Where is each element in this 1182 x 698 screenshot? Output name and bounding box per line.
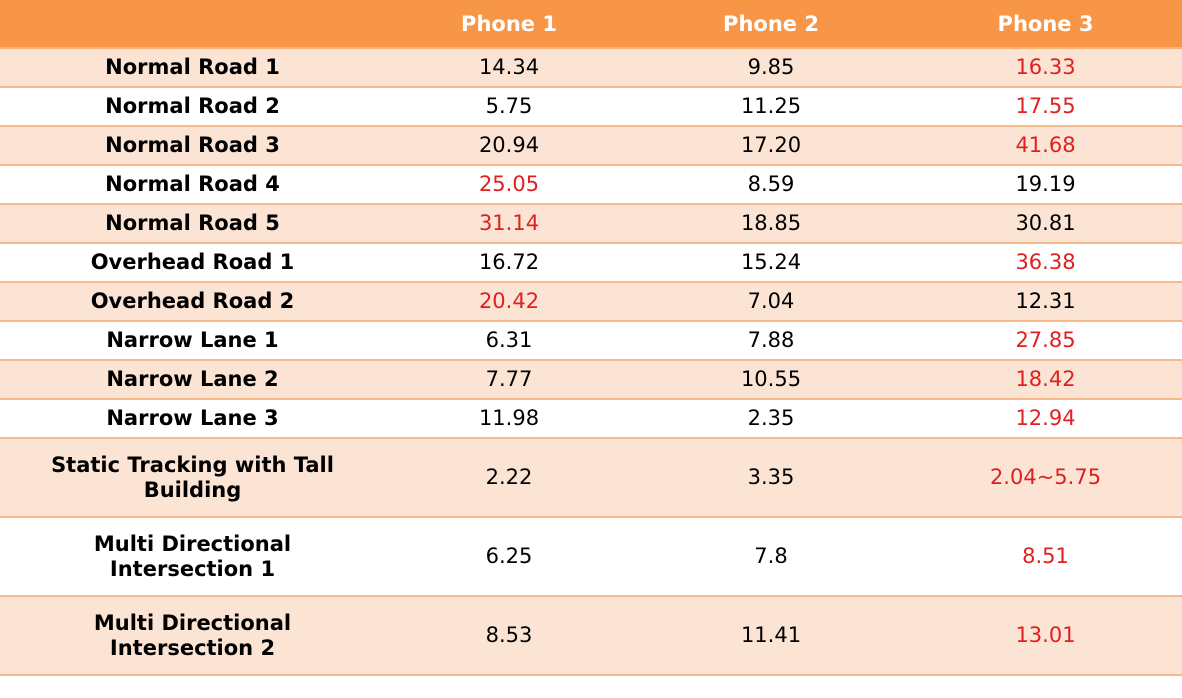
- table-body: Normal Road 1 14.34 9.85 16.33 Normal Road 2…: [0, 47, 1182, 676]
- header-cell-phone-1: Phone 1: [385, 0, 633, 49]
- table-row: Overhead Road 2 20.42 7.04 12.31: [0, 281, 1182, 322]
- row-label: Multi Directional Intersection 1: [0, 516, 385, 597]
- value-cell-phone-3: 16.33: [909, 47, 1182, 88]
- value-cell-phone-1: 11.98: [385, 398, 633, 439]
- value-cell-phone-1: 16.72: [385, 242, 633, 283]
- value-cell-phone-1: 20.42: [385, 281, 633, 322]
- value-cell-phone-3: 12.94: [909, 398, 1182, 439]
- header-cell-phone-2: Phone 2: [633, 0, 909, 49]
- value-cell-phone-2: 10.55: [633, 359, 909, 400]
- value-cell-phone-3: 18.42: [909, 359, 1182, 400]
- table-row: Narrow Lane 2 7.77 10.55 18.42: [0, 359, 1182, 400]
- value-cell-phone-1: 6.31: [385, 320, 633, 361]
- table-row: Multi Directional Intersection 2 8.53 11.4…: [0, 595, 1182, 676]
- value-cell-phone-2: 7.8: [633, 516, 909, 597]
- value-cell-phone-1: 5.75: [385, 86, 633, 127]
- table-row: Normal Road 1 14.34 9.85 16.33: [0, 47, 1182, 88]
- header-cell-phone-3: Phone 3: [909, 0, 1182, 49]
- table-row: Narrow Lane 1 6.31 7.88 27.85: [0, 320, 1182, 361]
- value-cell-phone-1: 31.14: [385, 203, 633, 244]
- row-label: Normal Road 2: [0, 86, 385, 127]
- value-cell-phone-3: 2.04~5.75: [909, 437, 1182, 518]
- value-cell-phone-3: 8.51: [909, 516, 1182, 597]
- value-cell-phone-2: 7.04: [633, 281, 909, 322]
- row-label: Normal Road 5: [0, 203, 385, 244]
- value-cell-phone-2: 8.59: [633, 164, 909, 205]
- table-row: Normal Road 3 20.94 17.20 41.68: [0, 125, 1182, 166]
- row-label: Normal Road 3: [0, 125, 385, 166]
- value-cell-phone-2: 3.35: [633, 437, 909, 518]
- value-cell-phone-1: 7.77: [385, 359, 633, 400]
- results-table: Phone 1 Phone 2 Phone 3 Normal Road 1 14.…: [0, 0, 1182, 676]
- table-row: Narrow Lane 3 11.98 2.35 12.94: [0, 398, 1182, 439]
- row-label: Overhead Road 1: [0, 242, 385, 283]
- value-cell-phone-2: 2.35: [633, 398, 909, 439]
- header-row: Phone 1 Phone 2 Phone 3: [0, 0, 1182, 49]
- row-label: Normal Road 4: [0, 164, 385, 205]
- value-cell-phone-3: 27.85: [909, 320, 1182, 361]
- value-cell-phone-1: 6.25: [385, 516, 633, 597]
- row-label: Narrow Lane 1: [0, 320, 385, 361]
- row-label: Normal Road 1: [0, 47, 385, 88]
- row-label: Narrow Lane 2: [0, 359, 385, 400]
- row-label: Static Tracking with Tall Building: [0, 437, 385, 518]
- value-cell-phone-2: 11.25: [633, 86, 909, 127]
- value-cell-phone-3: 30.81: [909, 203, 1182, 244]
- value-cell-phone-3: 36.38: [909, 242, 1182, 283]
- value-cell-phone-2: 17.20: [633, 125, 909, 166]
- table-row: Normal Road 4 25.05 8.59 19.19: [0, 164, 1182, 205]
- value-cell-phone-1: 25.05: [385, 164, 633, 205]
- value-cell-phone-1: 8.53: [385, 595, 633, 676]
- value-cell-phone-3: 41.68: [909, 125, 1182, 166]
- table-row: Multi Directional Intersection 1 6.25 7.8 8…: [0, 516, 1182, 597]
- table-row: Static Tracking with Tall Building 2.22 3.…: [0, 437, 1182, 518]
- value-cell-phone-3: 19.19: [909, 164, 1182, 205]
- row-label: Multi Directional Intersection 2: [0, 595, 385, 676]
- value-cell-phone-1: 2.22: [385, 437, 633, 518]
- row-label: Narrow Lane 3: [0, 398, 385, 439]
- value-cell-phone-2: 9.85: [633, 47, 909, 88]
- value-cell-phone-3: 13.01: [909, 595, 1182, 676]
- table-row: Normal Road 5 31.14 18.85 30.81: [0, 203, 1182, 244]
- table-row: Normal Road 2 5.75 11.25 17.55: [0, 86, 1182, 127]
- value-cell-phone-2: 15.24: [633, 242, 909, 283]
- value-cell-phone-2: 18.85: [633, 203, 909, 244]
- value-cell-phone-1: 20.94: [385, 125, 633, 166]
- value-cell-phone-2: 11.41: [633, 595, 909, 676]
- header-cell-corner: [0, 0, 385, 49]
- table-row: Overhead Road 1 16.72 15.24 36.38: [0, 242, 1182, 283]
- value-cell-phone-1: 14.34: [385, 47, 633, 88]
- row-label: Overhead Road 2: [0, 281, 385, 322]
- value-cell-phone-3: 12.31: [909, 281, 1182, 322]
- value-cell-phone-3: 17.55: [909, 86, 1182, 127]
- value-cell-phone-2: 7.88: [633, 320, 909, 361]
